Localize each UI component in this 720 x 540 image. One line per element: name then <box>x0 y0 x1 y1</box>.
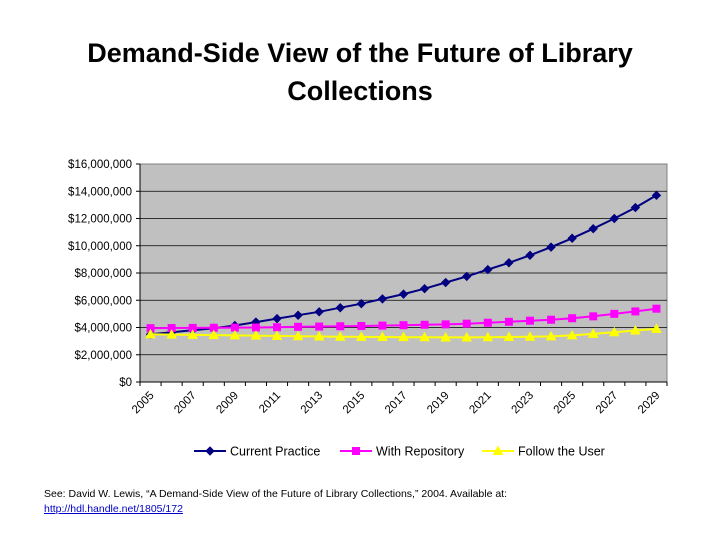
data-point <box>483 264 493 275</box>
data-point <box>250 330 262 340</box>
y-tick-label: $8,000,000 <box>74 268 132 280</box>
data-point <box>314 307 324 317</box>
data-point <box>355 331 367 341</box>
data-point <box>608 326 620 337</box>
data-point <box>293 310 303 320</box>
data-point <box>272 313 282 324</box>
x-tick-label: 2021 <box>467 390 494 417</box>
x-tick-label: 2023 <box>510 390 537 417</box>
x-tick-label: 2013 <box>299 390 326 417</box>
legend-marker <box>492 445 504 455</box>
data-point <box>462 271 472 282</box>
data-point <box>568 314 577 323</box>
data-point <box>398 331 409 342</box>
data-point <box>419 283 430 294</box>
legend-label: Current Practice <box>230 445 320 459</box>
data-point <box>504 317 513 326</box>
data-point <box>652 304 661 313</box>
x-tick-label: 2011 <box>257 390 283 416</box>
y-tick-label: $14,000,000 <box>68 186 132 198</box>
y-tick-label: $6,000,000 <box>74 295 132 307</box>
data-point <box>356 298 367 309</box>
data-point <box>609 213 620 224</box>
legend-marker <box>205 446 215 456</box>
data-point <box>440 277 451 288</box>
data-point <box>525 250 535 260</box>
x-tick-label: 2005 <box>130 390 157 417</box>
data-point <box>313 330 325 341</box>
citation-text: See: David W. Lewis, “A Demand-Side View… <box>44 488 508 500</box>
x-tick-label: 2027 <box>594 390 621 417</box>
data-point <box>145 328 156 339</box>
data-point <box>566 329 578 340</box>
y-tick-label: $2,000,000 <box>74 350 132 362</box>
y-tick-label: $0 <box>119 377 132 389</box>
data-point <box>377 331 388 342</box>
data-point <box>630 324 641 335</box>
data-point <box>378 321 387 330</box>
data-point <box>483 318 492 327</box>
data-point <box>545 330 557 341</box>
data-point <box>440 331 452 342</box>
y-tick-label: $12,000,000 <box>68 214 132 226</box>
title-line-1: Demand-Side View of the Future of Librar… <box>87 38 633 68</box>
citation-footer: See: David W. Lewis, “A Demand-Side View… <box>44 487 684 517</box>
y-tick-label: $10,000,000 <box>68 241 132 253</box>
x-tick-label: 2017 <box>383 390 410 417</box>
data-point <box>462 319 471 328</box>
x-tick-label: 2009 <box>214 390 241 417</box>
data-point <box>292 330 304 341</box>
data-point <box>482 331 494 342</box>
data-point <box>398 289 409 299</box>
line-chart: $0 $2,000,000 $4,000,000 $6,000,000 $8,000,0… <box>68 159 668 459</box>
x-tick-label: 2029 <box>636 390 663 417</box>
data-point <box>461 331 473 342</box>
data-point <box>651 323 662 333</box>
data-point <box>229 329 241 340</box>
legend-marker <box>352 447 360 455</box>
data-point <box>273 323 282 332</box>
page-title: Demand-Side View of the Future of Librar… <box>40 34 680 110</box>
data-point <box>587 328 599 338</box>
y-tick-label: $4,000,000 <box>74 323 132 335</box>
data-point <box>187 329 199 339</box>
x-tick-label: 2019 <box>425 390 452 417</box>
x-tick-label: 2025 <box>552 390 579 417</box>
x-tick-label: 2015 <box>341 390 368 417</box>
legend-label: Follow the User <box>518 445 605 459</box>
x-tick-label: 2007 <box>172 390 199 417</box>
data-point <box>294 322 303 331</box>
data-point <box>503 331 515 342</box>
data-point <box>251 323 260 332</box>
legend-label: With Repository <box>376 445 465 459</box>
data-point <box>524 331 536 341</box>
data-point <box>334 331 346 341</box>
data-point <box>166 329 177 339</box>
data-point <box>336 322 345 331</box>
title-line-2: Collections <box>287 76 433 106</box>
data-point <box>335 303 345 313</box>
data-point <box>357 322 366 331</box>
data-point <box>567 233 577 243</box>
data-point <box>631 307 640 316</box>
data-point <box>441 320 450 329</box>
data-point <box>377 294 388 304</box>
data-point <box>547 315 556 324</box>
data-point <box>610 309 619 318</box>
citation-link[interactable]: http://hdl.handle.net/1805/172 <box>44 503 183 515</box>
data-point <box>546 242 556 252</box>
data-point <box>651 190 662 201</box>
data-point <box>504 258 514 268</box>
data-point <box>315 322 324 331</box>
data-point <box>271 330 283 340</box>
data-point <box>419 331 430 342</box>
data-point <box>420 320 429 329</box>
data-point <box>588 224 598 234</box>
data-point <box>525 316 534 325</box>
y-tick-label: $16,000,000 <box>68 159 132 171</box>
data-point <box>589 312 598 321</box>
data-point <box>399 321 408 330</box>
data-point <box>208 329 220 340</box>
data-point <box>630 202 641 213</box>
